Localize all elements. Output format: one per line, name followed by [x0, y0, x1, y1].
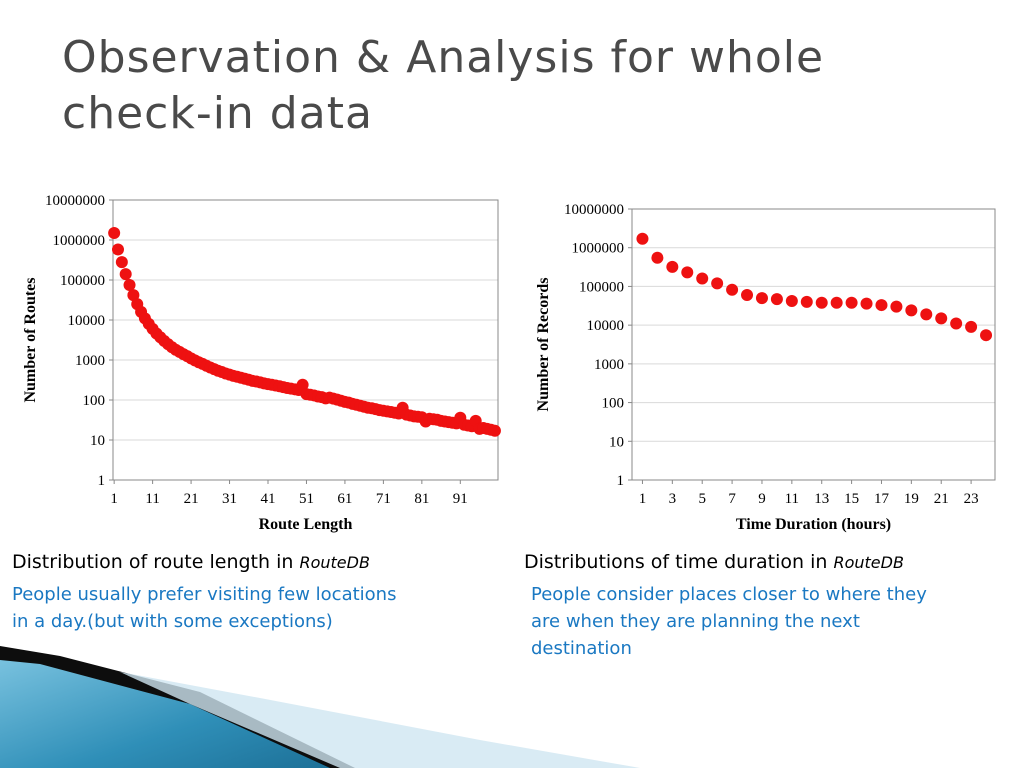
x-tick-label: 17	[874, 491, 890, 507]
x-tick-label: 13	[814, 491, 829, 507]
data-point	[800, 295, 813, 308]
route-length-note-line2: in a day.(but with some exceptions)	[12, 611, 333, 632]
x-tick-label: 11	[785, 491, 799, 507]
x-axis-label: Route Length	[259, 516, 353, 533]
y-tick-label: 10000000	[564, 202, 624, 218]
x-tick-label: 61	[337, 491, 352, 507]
data-point	[488, 424, 501, 437]
y-axis-label: Number of Records	[535, 278, 552, 412]
x-tick-label: 81	[414, 491, 429, 507]
x-tick-label: 1	[639, 491, 647, 507]
data-point	[666, 260, 679, 273]
x-axis-label: Time Duration (hours)	[736, 516, 891, 533]
x-tick-label: 15	[844, 491, 859, 507]
data-point	[815, 296, 828, 309]
data-point	[770, 293, 783, 306]
y-tick-label: 1000000	[572, 241, 625, 257]
route-length-caption: Distribution of route length in RouteDB	[12, 551, 370, 573]
time-duration-note: People consider places closer to where t…	[531, 581, 927, 662]
route-length-caption-emphasis: RouteDB	[299, 553, 370, 572]
x-tick-label: 5	[698, 491, 706, 507]
data-point	[681, 266, 694, 279]
y-tick-label: 10000000	[45, 193, 105, 209]
x-tick-label: 7	[728, 491, 736, 507]
y-tick-label: 100	[83, 393, 106, 409]
time-duration-note-line2: are when they are planning the next	[531, 611, 860, 632]
data-point	[726, 283, 739, 296]
data-point	[890, 300, 903, 313]
time-duration-note-line3: destination	[531, 638, 632, 659]
x-tick-label: 51	[299, 491, 314, 507]
route-length-caption-text: Distribution of route length in	[12, 551, 300, 573]
data-point	[711, 277, 724, 290]
data-point	[755, 292, 768, 305]
x-tick-label: 23	[964, 491, 979, 507]
plot-area-border	[112, 199, 499, 481]
data-point	[980, 329, 993, 342]
slide-title-line1: Observation & Analysis for whole	[62, 32, 825, 83]
y-tick-label: 1000	[594, 357, 624, 373]
data-point	[965, 320, 978, 333]
data-point	[785, 295, 798, 308]
x-tick-label: 11	[145, 491, 159, 507]
y-tick-label: 1000	[75, 353, 105, 369]
y-tick-label: 100000	[579, 279, 624, 295]
x-tick-label: 71	[376, 491, 391, 507]
data-point	[108, 226, 121, 239]
data-point	[860, 297, 873, 310]
y-tick-label: 10	[609, 434, 624, 450]
y-tick-label: 10	[90, 433, 105, 449]
y-tick-label: 1	[617, 473, 625, 489]
data-point	[651, 251, 664, 264]
data-point	[830, 296, 843, 309]
slide-title-line2: check-in data	[62, 88, 373, 139]
data-point	[741, 289, 754, 302]
x-tick-label: 3	[669, 491, 677, 507]
data-point	[950, 317, 963, 330]
y-tick-label: 100000	[60, 273, 105, 289]
y-tick-label: 100	[602, 396, 625, 412]
time-duration-caption-text: Distributions of time duration in	[524, 551, 834, 573]
y-axis-label: Number of Routes	[22, 277, 39, 402]
data-point	[127, 289, 140, 302]
data-point	[920, 308, 933, 321]
x-tick-label: 19	[904, 491, 919, 507]
route-length-note-line1: People usually prefer visiting few locat…	[12, 584, 397, 605]
y-tick-label: 10000	[587, 318, 625, 334]
data-point	[115, 256, 128, 269]
x-tick-label: 9	[758, 491, 766, 507]
time-duration-caption-emphasis: RouteDB	[833, 553, 904, 572]
data-point	[123, 278, 136, 291]
y-tick-label: 1000000	[53, 233, 106, 249]
data-point	[845, 296, 858, 309]
x-tick-label: 31	[222, 491, 237, 507]
route-length-note: People usually prefer visiting few locat…	[12, 581, 396, 635]
data-point	[119, 268, 132, 281]
data-point	[875, 299, 888, 312]
y-tick-label: 1	[98, 473, 106, 489]
y-tick-label: 10000	[68, 313, 106, 329]
time-duration-note-line1: People consider places closer to where t…	[531, 584, 927, 605]
data-point	[905, 304, 918, 317]
x-tick-label: 41	[261, 491, 276, 507]
x-tick-label: 21	[934, 491, 949, 507]
data-point	[696, 272, 709, 285]
time-duration-caption: Distributions of time duration in RouteD…	[524, 551, 904, 573]
plot-area-border	[631, 208, 996, 481]
data-point	[296, 378, 309, 391]
data-point	[935, 312, 948, 325]
slide-title: Observation & Analysis for whole check-i…	[62, 30, 1002, 142]
x-tick-label: 1	[110, 491, 118, 507]
x-tick-label: 21	[184, 491, 199, 507]
x-tick-label: 91	[453, 491, 468, 507]
data-point	[112, 243, 124, 256]
data-point	[636, 232, 649, 245]
